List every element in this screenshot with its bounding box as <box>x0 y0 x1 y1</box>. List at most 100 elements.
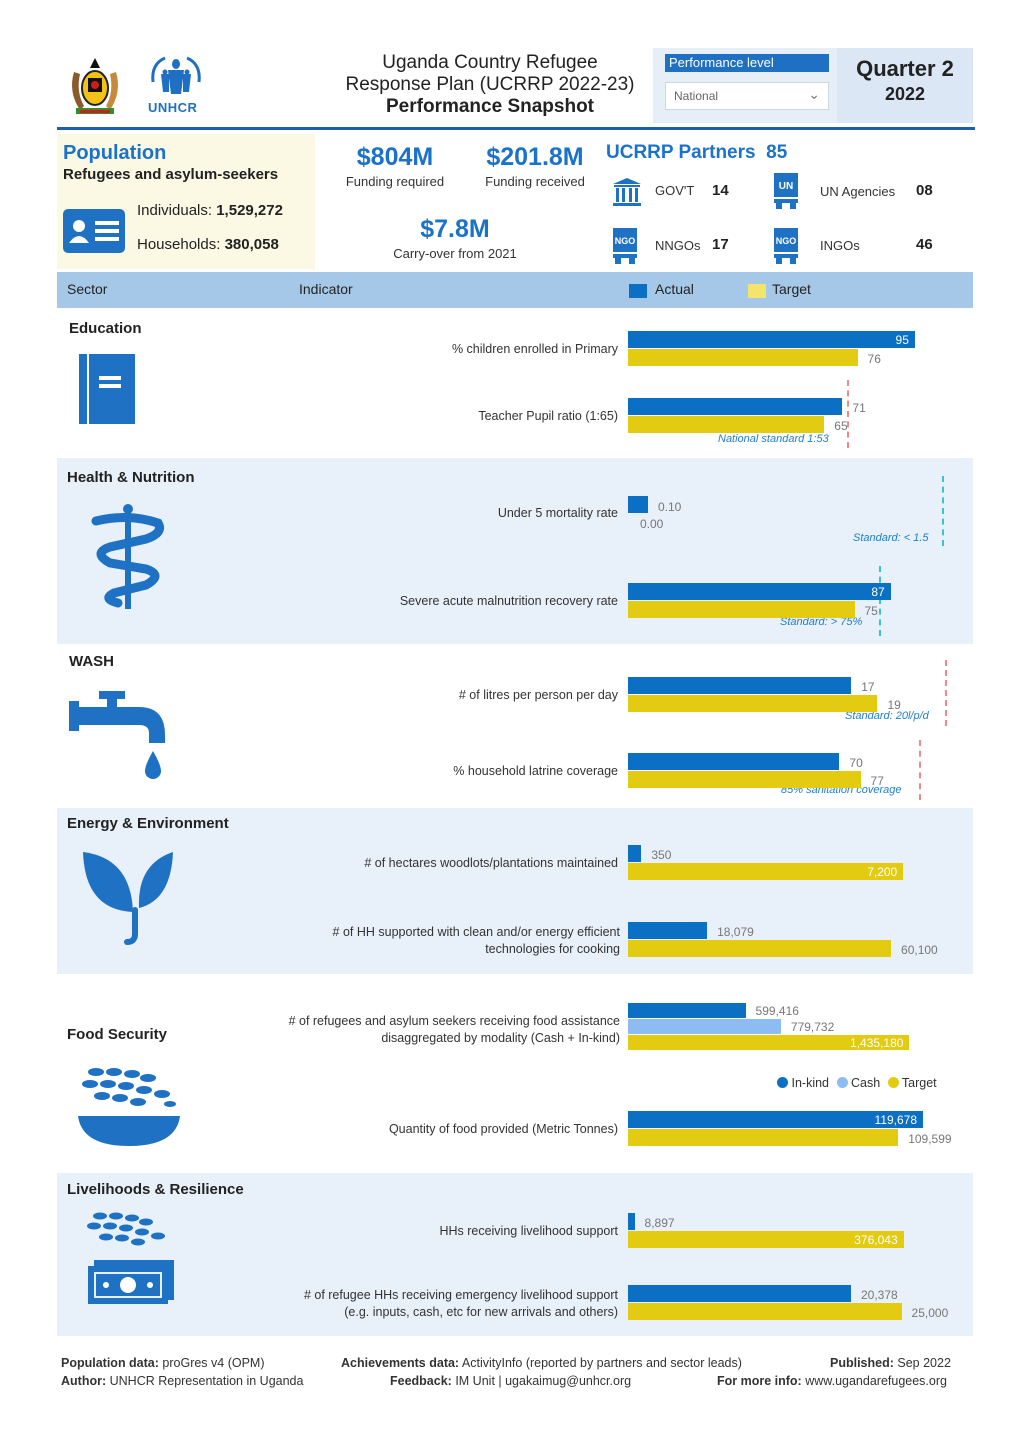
target-value-label: 65 <box>834 419 848 433</box>
indicator-label: # of hectares woodlots/plantations maint… <box>364 856 618 870</box>
standard-line <box>847 380 849 448</box>
indicator-label: Under 5 mortality rate <box>497 506 618 520</box>
inkind-bar <box>628 1003 746 1018</box>
actual-value-label: 71 <box>852 401 866 415</box>
indicator-label: HHs receiving livelihood support <box>439 1224 618 1238</box>
standard-line <box>945 660 947 726</box>
food-bowl-icon <box>76 1064 182 1153</box>
footer-achievements: Achievements data: ActivityInfo (reporte… <box>341 1356 742 1370</box>
target-bar <box>628 695 878 712</box>
actual-bar <box>628 753 840 770</box>
standard-label: Standard: < 1.5 <box>853 532 929 544</box>
cash-value-label: 779,732 <box>790 1020 835 1034</box>
performance-level-value: National <box>674 89 719 103</box>
funding-required-label: Funding required <box>345 174 445 189</box>
un-agencies-value: 08 <box>916 182 933 199</box>
carryover-label: Carry-over from 2021 <box>393 246 517 261</box>
ingo-icon: NGO <box>772 228 800 269</box>
chevron-down-icon: ⌄ <box>808 86 820 102</box>
unhcr-logo: UNHCR <box>143 52 209 118</box>
target-bar <box>628 349 858 366</box>
un-agencies-label: UN Agencies <box>820 184 896 199</box>
book-icon <box>79 354 135 429</box>
indicator-label: # of refugees and asylum seekers receivi… <box>288 1014 620 1045</box>
target-bar <box>628 416 825 433</box>
un-agency-icon: UN <box>772 173 800 214</box>
sector-name-livelihood: Livelihoods & Resilience <box>67 1181 244 1198</box>
inkind-legend-dot <box>777 1077 788 1088</box>
indicator-label: % children enrolled in Primary <box>451 342 618 356</box>
indicator-label: Severe acute malnutrition recovery rate <box>399 594 618 608</box>
footer-author: Author: UNHCR Representation in Uganda <box>61 1374 304 1388</box>
footer-more-info[interactable]: For more info: www.ugandarefugees.org <box>717 1374 947 1388</box>
id-card-icon <box>63 209 125 258</box>
population-title: Population <box>63 142 167 164</box>
standard-label: National standard 1:53 <box>718 433 829 445</box>
standard-line <box>879 566 881 636</box>
nngo-value: 17 <box>712 236 729 253</box>
footer-feedback: Feedback: IM Unit | ugakaimug@unhcr.org <box>390 1374 632 1388</box>
table-header: Sector Indicator Actual Target <box>57 272 973 308</box>
cash-bar <box>628 1019 781 1034</box>
footer-published: Published: Sep 2022 <box>830 1356 951 1370</box>
individuals-label: Individuals: <box>137 202 213 219</box>
standard-label: Standard: > 75% <box>780 616 863 628</box>
government-building-icon <box>611 176 643 213</box>
target-legend-dot <box>887 1077 899 1088</box>
plant-icon <box>81 850 177 951</box>
actual-bar <box>628 677 852 694</box>
cash-legend-label: Cash <box>850 1076 881 1090</box>
funding-received-value: $201.8M <box>486 143 584 171</box>
indicator-label: # of litres per person per day <box>458 688 618 702</box>
food-legend: In-kind Cash Target <box>777 1076 937 1090</box>
actual-value-label: 119,678 <box>874 1113 918 1127</box>
actual-value-label: 70 <box>849 756 863 770</box>
sector-name-energy: Energy & Environment <box>67 815 229 832</box>
svg-text:UN: UN <box>779 181 793 192</box>
title-line-3: Performance Snapshot <box>386 96 594 117</box>
indicator-label: # of refugee HHs receiving emergency liv… <box>303 1288 618 1319</box>
svg-text:NGO: NGO <box>776 236 797 246</box>
footer-pop-data: Population data: proGres v4 (OPM) <box>61 1356 265 1370</box>
standard-line <box>942 476 944 546</box>
carryover-value: $7.8M <box>420 215 490 243</box>
sector-name-education: Education <box>69 320 142 337</box>
ingo-label: INGOs <box>820 238 860 253</box>
actual-value-label: 95 <box>895 333 909 347</box>
individuals-row: Individuals: 1,529,272 <box>137 202 283 219</box>
inkind-value-label: 599,416 <box>755 1004 799 1018</box>
sector-name-food: Food Security <box>67 1026 168 1043</box>
sector-name-health: Health & Nutrition <box>67 469 195 486</box>
tap-icon <box>69 689 169 790</box>
target-bar <box>628 1129 899 1146</box>
target-bar <box>628 1035 910 1050</box>
cash-legend-dot <box>836 1077 848 1088</box>
nngo-label: NNGOs <box>655 238 701 253</box>
individuals-value: 1,529,272 <box>216 202 283 219</box>
page-title: Uganda Country Refugee Response Plan (UC… <box>330 52 650 118</box>
uganda-coat-of-arms-logo <box>62 52 128 118</box>
header-divider <box>57 127 975 130</box>
indicator-label: % household latrine coverage <box>453 764 618 778</box>
govt-label: GOV'T <box>655 183 695 198</box>
performance-level-dropdown[interactable]: National ⌄ <box>665 82 829 110</box>
standard-label: 85% sanitation coverage <box>781 784 902 796</box>
standard-label: Standard: 20l/p/d <box>845 710 929 722</box>
unhcr-logo-text: UNHCR <box>148 100 198 115</box>
actual-bar <box>628 1111 924 1128</box>
funding-required-value: $804M <box>356 143 434 171</box>
quarter-badge: Quarter 2 2022 <box>837 48 973 123</box>
standard-line <box>919 740 921 800</box>
inkind-legend-label: In-kind <box>791 1076 830 1090</box>
caduceus-icon <box>88 503 168 618</box>
quarter-label: Quarter 2 <box>856 56 954 81</box>
partners-title: UCRRP Partners 85 <box>606 142 788 163</box>
households-label: Households: <box>137 236 221 253</box>
target-legend-label: Target <box>901 1076 937 1090</box>
ingo-value: 46 <box>916 236 933 253</box>
households-value: 380,058 <box>224 236 279 253</box>
nngo-icon: NGO <box>611 228 639 269</box>
svg-text:NGO: NGO <box>615 236 636 246</box>
actual-legend-swatch <box>629 284 647 298</box>
govt-value: 14 <box>712 182 729 199</box>
